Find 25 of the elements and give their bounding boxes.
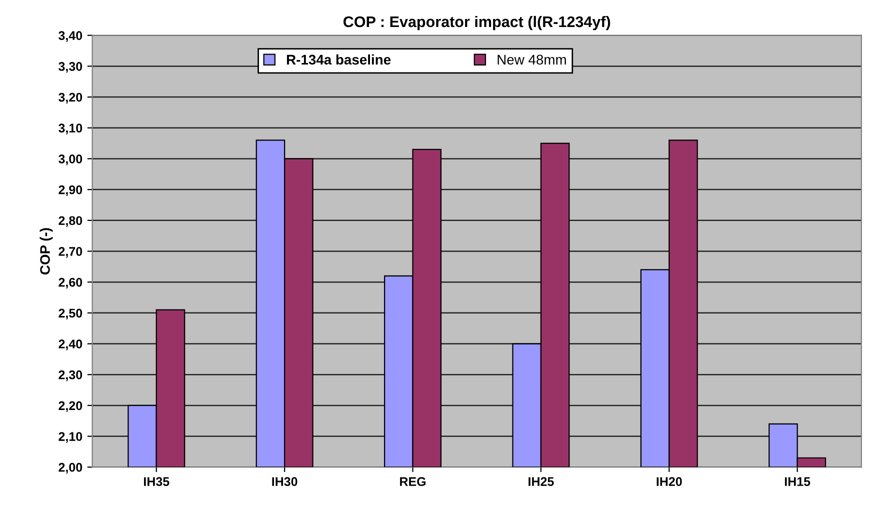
y-tick-label: 3,30: [58, 62, 82, 73]
x-tick-label: REG: [400, 477, 426, 486]
y-tick-label: 2,50: [58, 308, 82, 320]
y-tick-label: 3,40: [58, 31, 82, 42]
x-tick-label: IH15: [784, 477, 810, 486]
y-tick-label: 3,10: [58, 124, 82, 134]
y-tick-label: 2,00: [58, 462, 82, 474]
legend-label: New 48mm: [498, 54, 566, 65]
y-tick-label: 2,40: [58, 340, 82, 350]
x-tick-label: IH30: [272, 477, 298, 486]
y-tick-label: 2,70: [58, 247, 82, 258]
y-axis-title: COP (-): [40, 228, 53, 274]
x-tick-label: IH35: [144, 477, 170, 486]
y-tick-label: 2,60: [58, 278, 82, 289]
y-tick-label: 2,30: [58, 370, 82, 382]
y-tick-label: 2,20: [58, 401, 82, 412]
x-tick-label: IH20: [656, 477, 682, 486]
chart-title: COP : Evaporator impact (l(R-1234yf): [343, 16, 610, 30]
x-tick-label: IH25: [528, 477, 554, 486]
y-tick-label: 2,80: [58, 216, 82, 227]
y-tick-label: 2,90: [58, 185, 82, 196]
y-tick-label: 3,00: [58, 154, 82, 166]
y-tick-label: 3,20: [58, 92, 82, 104]
y-tick-label: 2,10: [58, 432, 82, 443]
legend-label: R-134a baseline: [286, 54, 391, 65]
